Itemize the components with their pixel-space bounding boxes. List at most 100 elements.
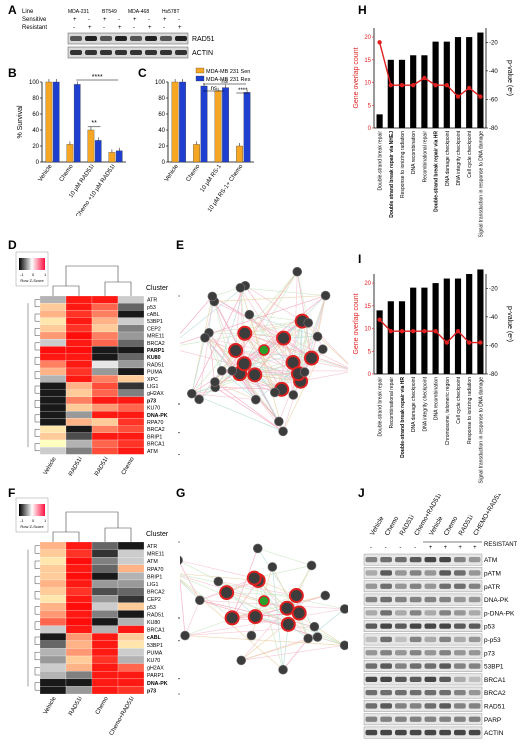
gene-label: DNA-PK <box>147 413 168 419</box>
heatmap-cell <box>39 663 67 672</box>
wb-protein-label: pATM <box>484 570 501 577</box>
network-edge <box>241 644 345 661</box>
color-key-label: Row Z-Score <box>20 278 44 283</box>
rad51-band <box>145 36 157 41</box>
right-tick-label: -60 <box>489 97 498 103</box>
overlap-bar <box>398 59 406 129</box>
heatmap-cell <box>117 382 145 390</box>
gene-label: gH2AX <box>147 391 164 397</box>
heatmap-cell <box>117 324 145 333</box>
gene-label: PARP1 <box>147 673 164 679</box>
gene-label: cABL <box>147 635 162 641</box>
gene-label: ATR <box>147 544 157 550</box>
wb-band <box>468 663 481 669</box>
heatmap-cell <box>39 557 67 565</box>
go-term-label: Recombinational repair <box>422 131 428 183</box>
heatmap-column-label: RAD51i <box>94 456 110 476</box>
line-label-mda231: MDA-231 <box>68 9 89 15</box>
row-dendrogram <box>34 414 40 423</box>
wb-band <box>365 557 378 563</box>
network-edge <box>257 548 300 614</box>
heatmap-cell <box>65 360 93 369</box>
wb-band <box>424 676 437 682</box>
survival-bar <box>243 92 251 163</box>
row-dendrogram <box>34 428 40 437</box>
wb-column-label: CHEMO+RAD51i <box>472 494 503 537</box>
network-node <box>236 655 247 666</box>
network-edge <box>296 271 309 323</box>
row-dendrogram <box>34 591 40 600</box>
resistant-mark: + <box>118 25 122 31</box>
gene-label: KU70 <box>147 658 160 664</box>
sig-marker: **** <box>92 74 103 81</box>
survival-bar <box>179 81 186 163</box>
heatmap-cell <box>91 595 119 603</box>
network-node <box>312 331 323 342</box>
wb-band <box>454 729 466 736</box>
network-edge <box>249 314 284 432</box>
left-axis-label: Gene overlap count <box>353 293 360 354</box>
heatmap-cell <box>117 317 145 325</box>
network-node <box>213 576 224 587</box>
wb-band <box>409 703 422 709</box>
wb-protein-label: PARP <box>484 717 501 724</box>
go-term-label: DNA damage checkpoint <box>411 376 417 432</box>
overlap-bar <box>443 278 450 374</box>
left-tick-label: 5 <box>368 103 372 109</box>
row-dendrogram <box>34 342 40 351</box>
network-node <box>312 632 323 642</box>
rad51-band <box>130 36 142 41</box>
network-node <box>237 325 253 341</box>
panel-letter-c: C <box>138 66 147 80</box>
wb-protein-label: ACTIN <box>484 730 504 737</box>
wb-band <box>439 623 451 629</box>
heatmap-cell <box>91 432 119 441</box>
heatmap-cell <box>117 602 145 611</box>
overlap-bar <box>410 55 417 128</box>
left-tick-label: 5 <box>368 349 372 355</box>
rad51-band <box>160 36 172 41</box>
wb-band <box>395 557 407 563</box>
network-node <box>278 664 288 675</box>
network-node <box>318 344 328 355</box>
pvalue-line <box>378 42 481 98</box>
heatmap-cell <box>65 610 93 619</box>
network-edge <box>235 350 294 363</box>
row-dendrogram <box>34 313 40 322</box>
heatmap-cell <box>65 549 93 558</box>
wb-band <box>365 690 378 696</box>
sensitive-mark: - <box>88 17 90 23</box>
resistant-mark: - <box>73 25 75 31</box>
wb-band <box>439 690 451 696</box>
row-dendrogram <box>34 356 40 365</box>
cluster-title: Cluster <box>146 531 169 538</box>
blot-label-rad51: RAD51 <box>192 36 215 43</box>
heatmap-cell <box>91 303 119 311</box>
heatmap-cell <box>117 595 145 603</box>
network-node <box>278 426 288 437</box>
resistant-mark: + <box>178 25 182 31</box>
gene-label: MRE11 <box>147 552 164 558</box>
network-node <box>200 332 210 343</box>
network-node <box>227 365 238 376</box>
go-term-label: Chromosome, telomeric region <box>445 377 451 446</box>
heatmap-cell <box>117 425 145 433</box>
wb-band <box>409 623 422 629</box>
gene-label: RPA70 <box>147 567 163 573</box>
wb-band <box>365 703 378 709</box>
actin-band <box>115 50 127 55</box>
network-node <box>299 367 310 377</box>
network-edge <box>180 574 345 610</box>
wb-blot-strip <box>363 633 483 646</box>
heatmap-cell <box>91 346 119 354</box>
heatmap-cell <box>117 447 145 455</box>
wb-band <box>380 663 392 669</box>
network-edge <box>300 371 348 382</box>
heatmap-column-label: Chemo+RAD51i <box>109 696 136 737</box>
heatmap-cell <box>117 439 145 448</box>
wb-band <box>439 703 451 709</box>
category-label: Chemo +10 μM RAD51i <box>75 164 116 216</box>
heatmap-cell <box>91 572 119 581</box>
pvalue-point <box>444 82 449 88</box>
